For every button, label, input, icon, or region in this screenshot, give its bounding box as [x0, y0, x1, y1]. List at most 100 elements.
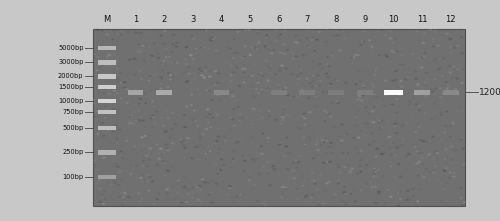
Circle shape — [108, 54, 110, 55]
Circle shape — [340, 172, 341, 173]
Circle shape — [424, 52, 426, 53]
Circle shape — [462, 148, 464, 149]
Circle shape — [450, 125, 452, 126]
Circle shape — [110, 62, 112, 63]
Circle shape — [296, 188, 298, 189]
Circle shape — [220, 159, 223, 160]
Circle shape — [254, 48, 256, 49]
Circle shape — [112, 109, 115, 110]
Circle shape — [164, 30, 166, 31]
Circle shape — [381, 120, 383, 121]
Circle shape — [131, 123, 134, 124]
Circle shape — [372, 122, 375, 123]
Circle shape — [416, 104, 417, 105]
Circle shape — [97, 133, 100, 135]
Circle shape — [336, 35, 338, 36]
Circle shape — [364, 92, 366, 93]
Circle shape — [130, 122, 131, 123]
Circle shape — [346, 133, 348, 134]
Text: 5000bp: 5000bp — [58, 45, 84, 51]
Circle shape — [371, 46, 374, 48]
Circle shape — [397, 193, 398, 194]
Circle shape — [416, 151, 418, 152]
Circle shape — [444, 132, 446, 133]
Circle shape — [456, 92, 459, 93]
Bar — [98, 126, 116, 130]
Circle shape — [273, 169, 276, 170]
Circle shape — [162, 125, 164, 126]
Text: 250bp: 250bp — [62, 149, 84, 156]
Bar — [92, 29, 465, 206]
Circle shape — [313, 180, 315, 181]
Bar — [128, 90, 144, 95]
Circle shape — [193, 38, 194, 39]
Circle shape — [340, 140, 343, 141]
Circle shape — [196, 187, 198, 188]
Circle shape — [293, 177, 296, 179]
Circle shape — [144, 135, 146, 136]
Circle shape — [374, 94, 376, 95]
Text: 10: 10 — [388, 15, 398, 24]
Circle shape — [101, 122, 103, 123]
Circle shape — [96, 70, 98, 71]
Circle shape — [350, 172, 351, 173]
Circle shape — [420, 140, 422, 141]
Circle shape — [284, 53, 286, 54]
Bar — [357, 90, 372, 95]
Circle shape — [388, 136, 391, 138]
Circle shape — [124, 87, 126, 88]
Circle shape — [312, 194, 313, 195]
Circle shape — [120, 82, 121, 83]
Circle shape — [135, 32, 138, 33]
Circle shape — [210, 40, 212, 41]
Circle shape — [186, 82, 188, 83]
Circle shape — [443, 171, 446, 172]
Circle shape — [200, 136, 201, 137]
Circle shape — [422, 153, 423, 154]
Circle shape — [326, 73, 328, 74]
Circle shape — [258, 92, 260, 93]
Circle shape — [357, 173, 358, 174]
Bar — [414, 90, 430, 95]
Circle shape — [434, 93, 436, 94]
Circle shape — [356, 54, 360, 56]
Circle shape — [274, 119, 278, 120]
Circle shape — [114, 90, 116, 91]
Circle shape — [176, 42, 178, 43]
Circle shape — [165, 144, 168, 145]
Text: M: M — [103, 15, 110, 24]
Circle shape — [460, 139, 462, 140]
Circle shape — [256, 82, 260, 83]
Circle shape — [309, 83, 311, 84]
Circle shape — [303, 113, 305, 114]
Bar — [98, 110, 116, 114]
Circle shape — [306, 38, 308, 39]
Circle shape — [374, 203, 377, 204]
Circle shape — [166, 148, 168, 149]
Circle shape — [252, 108, 255, 109]
Circle shape — [388, 120, 390, 121]
Circle shape — [345, 82, 347, 84]
Circle shape — [185, 47, 187, 48]
Circle shape — [94, 103, 95, 104]
Circle shape — [202, 134, 203, 135]
Bar — [384, 90, 402, 95]
Circle shape — [208, 122, 209, 123]
Circle shape — [368, 144, 370, 145]
Circle shape — [391, 142, 392, 143]
Circle shape — [426, 141, 428, 142]
Circle shape — [244, 68, 246, 70]
Circle shape — [362, 95, 364, 96]
Circle shape — [358, 95, 361, 96]
Circle shape — [400, 80, 402, 82]
Circle shape — [360, 100, 362, 101]
Bar — [98, 150, 116, 155]
Circle shape — [166, 189, 169, 190]
Circle shape — [195, 120, 197, 121]
Circle shape — [186, 138, 189, 139]
Circle shape — [308, 98, 310, 99]
Circle shape — [110, 46, 112, 47]
Circle shape — [270, 53, 272, 54]
Circle shape — [154, 43, 155, 44]
Circle shape — [210, 202, 213, 203]
